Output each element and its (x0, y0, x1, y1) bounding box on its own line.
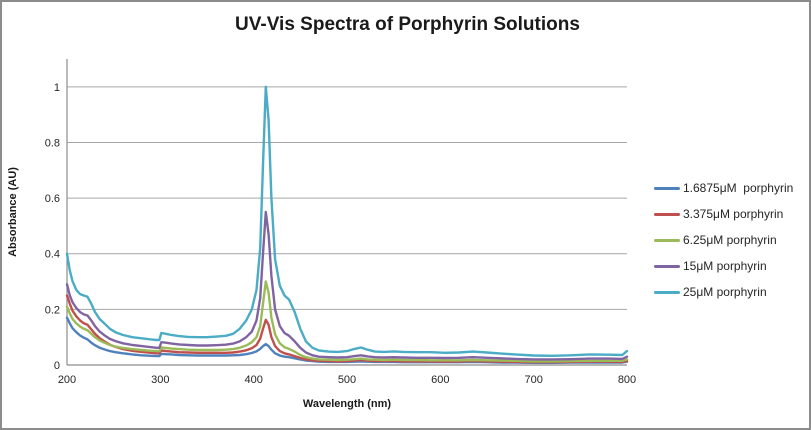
legend-item-1: 3.375μM porphyrin (654, 201, 793, 227)
chart-title: UV-Vis Spectra of Porphyrin Solutions (235, 14, 580, 35)
legend-item-2: 6.25μM porphyrin (654, 227, 793, 253)
legend-line-swatch-2 (654, 238, 680, 242)
series-line-4 (65, 85, 629, 357)
legend-label-3: 15μM porphyrin (683, 259, 767, 273)
legend-label-1: 3.375μM porphyrin (683, 207, 784, 221)
legend-line-swatch-0 (654, 186, 680, 190)
x-tick-label-200: 200 (58, 374, 76, 386)
legend-line-swatch-1 (654, 212, 680, 216)
legend-item-4: 25μM porphyrin (654, 279, 793, 305)
y-tick-label-0.2: 0.2 (45, 304, 60, 316)
legend-line-swatch-4 (654, 290, 680, 294)
y-axis-title: Absorbance (AU) (7, 167, 19, 257)
y-tick-label-0: 0 (54, 360, 60, 372)
x-tick-label-800: 800 (618, 374, 636, 386)
series-line-2 (65, 280, 629, 363)
legend-line-swatch-3 (654, 264, 680, 268)
legend-label-0: 1.6875μM porphyrin (683, 181, 794, 195)
x-tick-label-500: 500 (338, 374, 356, 386)
y-tick-label-0.6: 0.6 (45, 193, 60, 205)
x-tick-label-600: 600 (431, 374, 449, 386)
legend-item-0: 1.6875μM porphyrin (654, 175, 793, 201)
y-tick-label-0.8: 0.8 (45, 137, 60, 149)
legend: 1.6875μM porphyrin 3.375μM porphyrin 6.25μ… (654, 175, 793, 305)
x-tick-label-400: 400 (244, 374, 262, 386)
legend-label-4: 25μM porphyrin (683, 285, 767, 299)
y-tick-label-0.4: 0.4 (45, 249, 60, 261)
x-tick-label-300: 300 (151, 374, 169, 386)
series-line-3 (65, 210, 629, 361)
x-tick-label-700: 700 (524, 374, 542, 386)
y-tick-label-1: 1 (54, 82, 60, 94)
legend-item-3: 15μM porphyrin (654, 253, 793, 279)
x-axis-title: Wavelength (nm) (302, 398, 392, 410)
legend-label-2: 6.25μM porphyrin (683, 233, 777, 247)
